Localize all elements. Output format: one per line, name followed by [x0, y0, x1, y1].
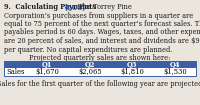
- Text: $2,065: $2,065: [78, 68, 102, 76]
- Text: $1,810: $1,810: [120, 68, 144, 76]
- Text: Q2: Q2: [85, 61, 95, 69]
- Text: Sales: Sales: [6, 68, 24, 76]
- Text: $1,530: $1,530: [163, 68, 187, 76]
- Text: Projected quarterly sales are shown here:: Projected quarterly sales are shown here…: [29, 54, 171, 62]
- Text: Sales for the first quarter of the following year are projected: Sales for the first quarter of the follo…: [0, 80, 200, 88]
- Text: Q1: Q1: [42, 61, 52, 69]
- Text: The Torrey Pine: The Torrey Pine: [76, 3, 132, 11]
- Text: per quarter. No capital expenditures are planned.: per quarter. No capital expenditures are…: [4, 45, 172, 54]
- Bar: [4, 61, 196, 76]
- Text: Q4: Q4: [170, 61, 180, 69]
- Text: are 20 percent of sales, and interest and dividends are $90: are 20 percent of sales, and interest an…: [4, 37, 200, 45]
- Bar: [4, 61, 196, 68]
- Text: Q3: Q3: [127, 61, 137, 69]
- Text: 9.  Calculating Payments: 9. Calculating Payments: [4, 3, 96, 11]
- Text: [LO3]: [LO3]: [64, 3, 85, 11]
- Text: $1,670: $1,670: [35, 68, 59, 76]
- Text: equal to 75 percent of the next quarter’s forecast sales. The: equal to 75 percent of the next quarter’…: [4, 20, 200, 28]
- Text: payables period is 60 days. Wages, taxes, and other expenses: payables period is 60 days. Wages, taxes…: [4, 28, 200, 37]
- Text: Corporation’s purchases from suppliers in a quarter are: Corporation’s purchases from suppliers i…: [4, 12, 193, 20]
